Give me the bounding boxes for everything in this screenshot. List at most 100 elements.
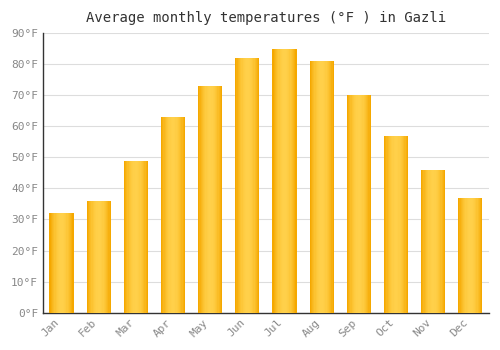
- Bar: [274, 49, 275, 313]
- Bar: [63, 213, 64, 313]
- Bar: [396, 136, 397, 313]
- Bar: [248, 58, 250, 313]
- Bar: [69, 213, 70, 313]
- Bar: [244, 58, 245, 313]
- Bar: [466, 198, 468, 313]
- Bar: [90, 201, 92, 313]
- Bar: [352, 95, 353, 313]
- Bar: [476, 198, 478, 313]
- Bar: [426, 170, 427, 313]
- Bar: [92, 201, 94, 313]
- Bar: [172, 117, 173, 313]
- Bar: [50, 213, 52, 313]
- Bar: [318, 61, 320, 313]
- Bar: [98, 201, 100, 313]
- Bar: [437, 170, 438, 313]
- Bar: [164, 117, 166, 313]
- Bar: [278, 49, 280, 313]
- Bar: [358, 95, 359, 313]
- Bar: [443, 170, 444, 313]
- Bar: [167, 117, 168, 313]
- Bar: [401, 136, 402, 313]
- Bar: [438, 170, 439, 313]
- Bar: [104, 201, 105, 313]
- Bar: [161, 117, 162, 313]
- Bar: [432, 170, 433, 313]
- Bar: [72, 213, 74, 313]
- Bar: [436, 170, 437, 313]
- Bar: [284, 49, 286, 313]
- Bar: [480, 198, 481, 313]
- Bar: [106, 201, 107, 313]
- Bar: [246, 58, 248, 313]
- Bar: [52, 213, 53, 313]
- Bar: [174, 117, 176, 313]
- Bar: [421, 170, 422, 313]
- Bar: [354, 95, 355, 313]
- Bar: [256, 58, 257, 313]
- Bar: [162, 117, 164, 313]
- Bar: [460, 198, 462, 313]
- Bar: [100, 201, 101, 313]
- Title: Average monthly temperatures (°F ) in Gazli: Average monthly temperatures (°F ) in Ga…: [86, 11, 446, 25]
- Bar: [238, 58, 239, 313]
- Bar: [88, 201, 89, 313]
- Bar: [388, 136, 390, 313]
- Bar: [355, 95, 356, 313]
- Bar: [385, 136, 386, 313]
- Bar: [68, 213, 69, 313]
- Bar: [58, 213, 59, 313]
- Bar: [124, 161, 125, 313]
- Bar: [424, 170, 426, 313]
- Bar: [481, 198, 482, 313]
- Bar: [314, 61, 316, 313]
- Bar: [101, 201, 102, 313]
- Bar: [59, 213, 60, 313]
- Bar: [236, 58, 238, 313]
- Bar: [349, 95, 350, 313]
- Bar: [204, 86, 206, 313]
- Bar: [444, 170, 445, 313]
- Bar: [144, 161, 146, 313]
- Bar: [360, 95, 361, 313]
- Bar: [252, 58, 254, 313]
- Bar: [212, 86, 214, 313]
- Bar: [422, 170, 424, 313]
- Bar: [316, 61, 317, 313]
- Bar: [362, 95, 364, 313]
- Bar: [470, 198, 472, 313]
- Bar: [458, 198, 460, 313]
- Bar: [108, 201, 110, 313]
- Bar: [216, 86, 218, 313]
- Bar: [365, 95, 366, 313]
- Bar: [462, 198, 463, 313]
- Bar: [472, 198, 474, 313]
- Bar: [464, 198, 466, 313]
- Bar: [94, 201, 95, 313]
- Bar: [364, 95, 365, 313]
- Bar: [475, 198, 476, 313]
- Bar: [353, 95, 354, 313]
- Bar: [350, 95, 352, 313]
- Bar: [89, 201, 90, 313]
- Bar: [56, 213, 58, 313]
- Bar: [395, 136, 396, 313]
- Bar: [250, 58, 251, 313]
- Bar: [324, 61, 326, 313]
- Bar: [240, 58, 242, 313]
- Bar: [66, 213, 68, 313]
- Bar: [478, 198, 479, 313]
- Bar: [132, 161, 134, 313]
- Bar: [328, 61, 329, 313]
- Bar: [398, 136, 400, 313]
- Bar: [386, 136, 388, 313]
- Bar: [407, 136, 408, 313]
- Bar: [403, 136, 404, 313]
- Bar: [218, 86, 220, 313]
- Bar: [293, 49, 294, 313]
- Bar: [208, 86, 209, 313]
- Bar: [280, 49, 281, 313]
- Bar: [142, 161, 143, 313]
- Bar: [134, 161, 136, 313]
- Bar: [400, 136, 401, 313]
